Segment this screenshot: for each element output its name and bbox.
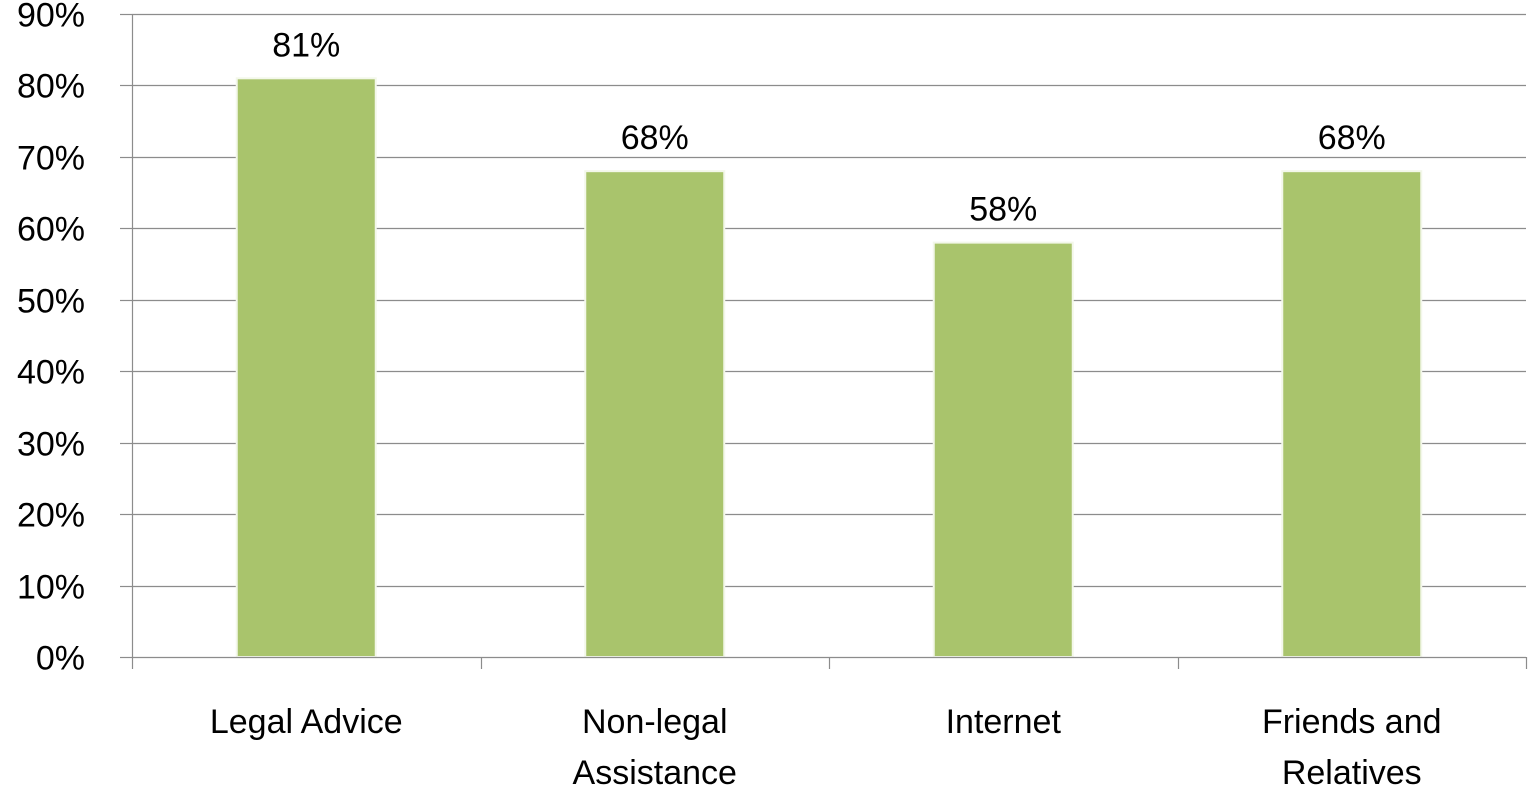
bar xyxy=(1281,170,1423,659)
bars xyxy=(235,77,1423,659)
x-category-label-line: Friends and xyxy=(1262,703,1442,741)
x-category-label-line: Internet xyxy=(946,703,1062,741)
y-tick-label: 10% xyxy=(17,569,85,607)
y-tick-label: 70% xyxy=(17,140,85,178)
y-tick-label: 20% xyxy=(17,497,85,535)
x-category-label: Internet xyxy=(946,703,1062,741)
bar xyxy=(235,77,377,659)
data-label: 68% xyxy=(621,119,689,157)
x-category-label-line: Assistance xyxy=(573,754,737,792)
x-category-label: Legal Advice xyxy=(210,703,403,741)
x-category-labels: Legal Advice Non-legal Assistance Internet F… xyxy=(210,703,1442,792)
y-tick-label: 30% xyxy=(17,426,85,464)
bar xyxy=(584,170,726,659)
y-tick-labels: 0% 10% 20% 30% 40% 50% 60% 70% 80% 90% xyxy=(17,0,85,678)
x-category-label-line: Legal Advice xyxy=(210,703,403,741)
y-tick-label: 50% xyxy=(17,283,85,321)
x-category-label-line: Non-legal xyxy=(582,703,728,741)
data-label: 58% xyxy=(969,191,1037,229)
data-label: 68% xyxy=(1318,119,1386,157)
y-tick-label: 0% xyxy=(36,640,85,678)
x-category-label: Non-legal Assistance xyxy=(573,703,737,792)
y-tick-label: 40% xyxy=(17,354,85,392)
y-tick-label: 80% xyxy=(17,68,85,106)
data-label: 81% xyxy=(272,26,340,64)
bar xyxy=(932,241,1074,658)
y-tick-label: 60% xyxy=(17,211,85,249)
data-labels: 81% 68% 58% 68% xyxy=(272,26,1386,228)
axes xyxy=(120,13,1528,669)
x-category-label: Friends and Relatives xyxy=(1262,703,1442,792)
x-category-label-line: Relatives xyxy=(1282,754,1422,792)
y-tick-label: 90% xyxy=(17,0,85,35)
